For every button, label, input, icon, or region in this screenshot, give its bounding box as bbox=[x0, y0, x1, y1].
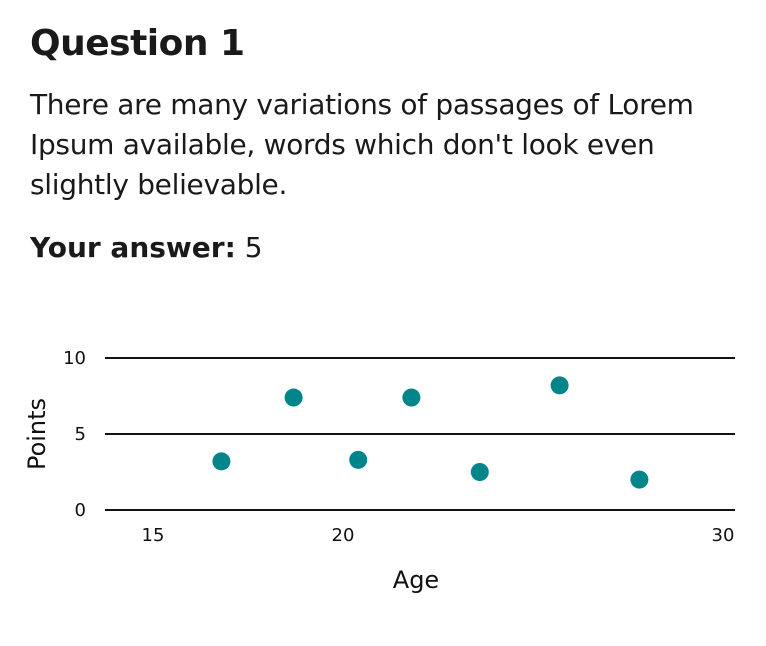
question-text: There are many variations of passages of… bbox=[30, 88, 694, 201]
y-tick-label: 0 bbox=[75, 500, 86, 521]
x-tick-label: 20 bbox=[332, 525, 355, 546]
answer-line: Your answer: 5 bbox=[30, 226, 263, 270]
x-axis-title: Age bbox=[393, 566, 439, 594]
data-point-2 bbox=[284, 388, 303, 407]
y-tick-label: 5 bbox=[75, 424, 86, 445]
x-tick-label: 15 bbox=[142, 525, 165, 546]
x-tick-label: 30 bbox=[712, 525, 735, 546]
answer-value: 5 bbox=[244, 231, 263, 264]
data-point-6 bbox=[550, 376, 569, 395]
data-point-5 bbox=[470, 463, 489, 481]
answer-label: Your answer: bbox=[30, 231, 236, 264]
y-axis-title: Points bbox=[23, 398, 51, 470]
question-title: Question 1 bbox=[30, 23, 245, 64]
data-point-4 bbox=[402, 388, 421, 407]
y-tick-label: 10 bbox=[63, 348, 86, 369]
data-point-7 bbox=[630, 470, 649, 489]
data-point-1 bbox=[212, 452, 231, 471]
data-point-3 bbox=[349, 450, 368, 469]
